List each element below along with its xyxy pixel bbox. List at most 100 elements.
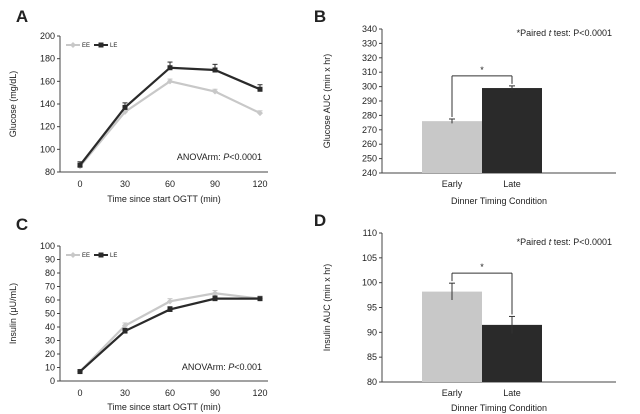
legend-label-ee: EE	[82, 253, 90, 259]
y-tick-label: 320	[362, 53, 377, 63]
panel-c-insulin-curve: 0 10 20 30 40 50 60 70 80 90 100 C Insulin (μU/mL) Ti…	[8, 215, 268, 412]
data-point	[122, 322, 128, 329]
x-tick-label: 0	[77, 179, 82, 189]
legend-marker	[98, 42, 104, 48]
series-le	[77, 61, 263, 168]
significance-bracket	[451, 272, 513, 315]
y-tick-label: 100	[362, 278, 377, 288]
bar-early	[422, 118, 482, 173]
y-tick-label: 40	[45, 322, 55, 332]
data-point	[167, 306, 173, 312]
bar	[482, 324, 542, 382]
bar	[422, 121, 482, 173]
legend: EE LE	[66, 252, 117, 259]
y-tick-label: 120	[40, 122, 55, 132]
x-tick-label: 120	[252, 179, 267, 189]
anova-annotation: ANOVArm: P<0.0001	[177, 152, 262, 162]
series-line	[79, 292, 261, 373]
panel-b-glucose-auc: 240 250 260 270 280 290 300 310 320 330 340 B Glucos…	[314, 7, 616, 206]
data-point	[122, 328, 128, 334]
y-tick-label: 290	[362, 96, 377, 106]
data-point	[257, 296, 263, 302]
significance-bracket	[451, 75, 513, 117]
y-tick-label: 85	[367, 352, 377, 362]
data-point	[212, 88, 218, 95]
panel-label: A	[16, 7, 28, 26]
data-point	[167, 298, 173, 305]
y-tick-label: 10	[45, 363, 55, 373]
x-tick-label: 90	[210, 179, 220, 189]
significance-star: *	[480, 262, 484, 272]
y-axis-label: Insulin AUC (min x hr)	[322, 264, 332, 352]
data-point	[212, 296, 218, 302]
series-le	[77, 295, 263, 375]
y-tick-label: 30	[45, 336, 55, 346]
x-tick-label: 60	[165, 388, 175, 398]
y-tick-label: 90	[45, 255, 55, 265]
y-tick-label: 140	[40, 99, 55, 109]
x-axis-label: Dinner Timing Condition	[451, 196, 547, 206]
x-tick-label: Early	[442, 179, 463, 189]
y-tick-label: 200	[40, 31, 55, 41]
y-tick-label: 110	[363, 228, 377, 238]
data-point	[77, 162, 83, 168]
y-tick-label: 330	[362, 38, 377, 48]
x-tick-label: 90	[210, 388, 220, 398]
y-tick-label: 250	[362, 154, 377, 164]
y-tick-label: 90	[367, 327, 377, 337]
y-tick-label: 100	[40, 144, 55, 154]
panel-a-glucose-curve: 80 100 120 140 160 180 200 A Glucose (mg/dL) Time…	[8, 7, 268, 204]
x-tick-label: 30	[120, 179, 130, 189]
x-axis-label: Time since start OGTT (min)	[107, 402, 221, 412]
y-tick-label: 0	[50, 376, 55, 386]
data-point	[77, 369, 83, 375]
x-tick-label: 60	[165, 179, 175, 189]
bar	[422, 291, 482, 382]
x-tick-label: Early	[442, 388, 463, 398]
x-tick-label: 120	[252, 388, 267, 398]
data-point	[122, 104, 128, 110]
y-axis-label: Insulin (μU/mL)	[8, 283, 18, 344]
legend-marker	[98, 252, 104, 258]
panel-label: D	[314, 211, 326, 230]
bar	[482, 88, 542, 173]
data-point	[212, 67, 218, 73]
y-tick-label: 340	[362, 24, 377, 34]
bar-late	[482, 315, 542, 382]
significance-star: *	[480, 65, 484, 75]
y-axis-label: Glucose AUC (min x hr)	[322, 54, 332, 149]
x-tick-label: 0	[77, 388, 82, 398]
y-tick-label: 100	[40, 241, 55, 251]
y-tick-label: 80	[367, 377, 377, 387]
data-point	[257, 86, 263, 92]
x-axis-label: Time since start OGTT (min)	[107, 194, 221, 204]
x-tick-label: Late	[503, 179, 521, 189]
legend-label-ee: EE	[82, 43, 90, 49]
y-tick-label: 105	[362, 253, 377, 263]
data-point	[212, 290, 218, 297]
legend: EE LE	[66, 42, 117, 49]
x-tick-label: Late	[503, 388, 521, 398]
y-tick-label: 280	[362, 110, 377, 120]
y-tick-label: 160	[40, 76, 55, 86]
legend-label-le: LE	[110, 43, 117, 49]
y-tick-label: 260	[362, 139, 377, 149]
bar-late	[482, 85, 542, 173]
x-tick-label: 30	[120, 388, 130, 398]
x-axis-label: Dinner Timing Condition	[451, 403, 547, 413]
y-tick-label: 310	[362, 67, 377, 77]
legend-marker	[70, 42, 76, 48]
panel-label: C	[16, 215, 28, 234]
paired-t-test-note: *Paired t test: P<0.0001	[517, 28, 612, 38]
y-tick-label: 80	[45, 167, 55, 177]
y-tick-label: 180	[40, 54, 55, 64]
panel-label: B	[314, 7, 326, 26]
paired-t-test-note: *Paired t test: P<0.0001	[517, 237, 612, 247]
y-tick-label: 95	[367, 303, 377, 313]
y-tick-label: 50	[45, 309, 55, 319]
y-tick-label: 70	[45, 282, 55, 292]
panel-d-insulin-auc: 80 85 90 95 100 105 110 D Insulin AUC (min x hr)…	[314, 211, 616, 413]
anova-annotation: ANOVArm: P<0.001	[182, 362, 262, 372]
y-tick-label: 240	[362, 168, 377, 178]
bar-early	[422, 282, 482, 382]
